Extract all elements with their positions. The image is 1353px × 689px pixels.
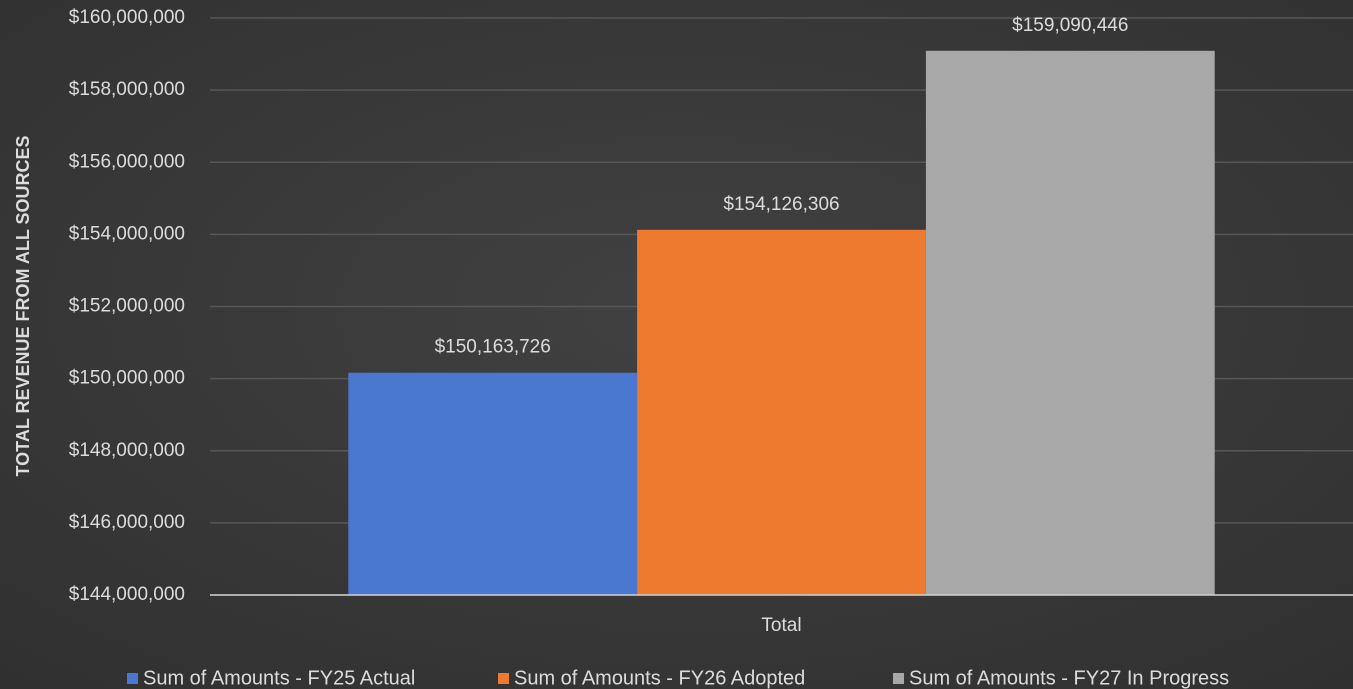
data-label: $154,126,306 [723, 194, 839, 215]
legend-swatch [498, 673, 509, 684]
bar [637, 229, 926, 596]
y-tick-label: $158,000,000 [69, 79, 185, 100]
data-label: $150,163,726 [435, 337, 551, 358]
legend-label: Sum of Amounts - FY25 Actual [143, 667, 415, 689]
legend-label: Sum of Amounts - FY27 In Progress [909, 667, 1229, 689]
legend-swatch [893, 673, 904, 684]
bar [348, 372, 638, 595]
y-tick-label: $150,000,000 [69, 368, 185, 389]
x-tick-label: Total [761, 615, 801, 636]
y-tick-label: $146,000,000 [69, 512, 185, 533]
bar [925, 50, 1215, 596]
y-tick-label: $152,000,000 [69, 296, 185, 317]
y-tick-label: $144,000,000 [69, 584, 185, 605]
legend-label: Sum of Amounts - FY26 Adopted [514, 667, 805, 689]
y-tick-label: $156,000,000 [69, 151, 185, 172]
legend-swatch [127, 673, 138, 684]
y-tick-label: $148,000,000 [69, 440, 185, 461]
data-label: $159,090,446 [1012, 15, 1128, 36]
y-axis-label: TOTAL REVENUE FROM ALL SOURCES [13, 135, 33, 476]
y-tick-label: $154,000,000 [69, 223, 185, 244]
y-tick-label: $160,000,000 [69, 7, 185, 28]
